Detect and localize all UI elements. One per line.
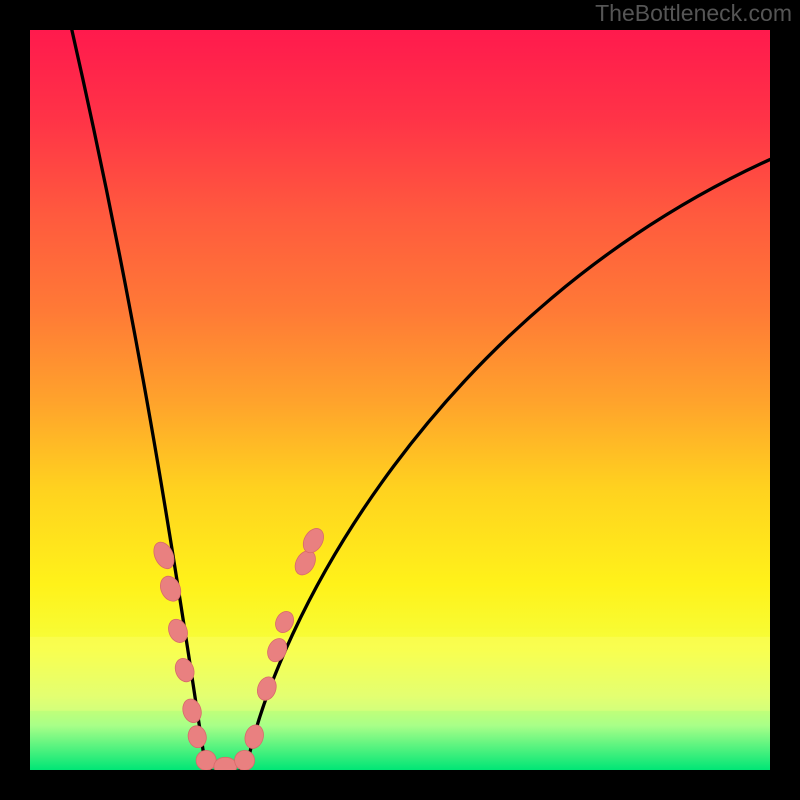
- data-marker: [196, 750, 216, 770]
- chart-stage: TheBottleneck.com: [0, 0, 800, 800]
- highlight-band: [30, 637, 770, 711]
- data-marker: [235, 750, 255, 770]
- watermark-text: TheBottleneck.com: [595, 0, 792, 27]
- bottleneck-chart: [0, 0, 800, 800]
